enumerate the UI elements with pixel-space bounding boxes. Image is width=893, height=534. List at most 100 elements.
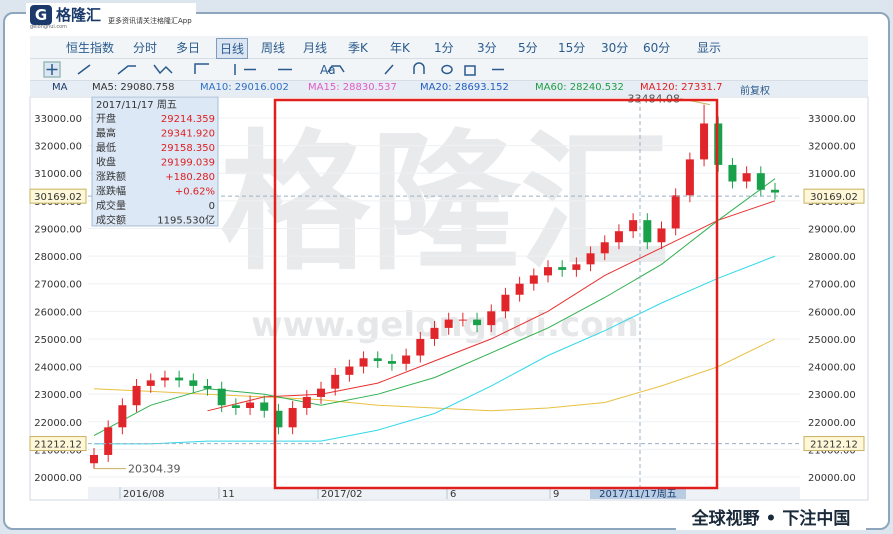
ma-value: MA15: 28830.537 [308,82,397,93]
candle-body [742,173,751,182]
tool-icons: Aa [43,61,504,78]
candle-body [302,396,311,408]
candle-body [444,319,453,328]
candle-body [771,189,779,193]
adjust-menu[interactable]: 前复权 [740,86,770,97]
period-button[interactable]: 多日 [176,41,201,55]
candle-body [402,355,411,364]
candle-body [473,319,482,326]
candle-body [430,327,439,339]
candle-body [373,358,382,362]
candle-body [685,159,694,196]
period-button[interactable]: 3分 [477,41,497,55]
candle-body [487,311,496,326]
x-tick-label: 6 [450,489,456,500]
period-button[interactable]: 周线 [261,41,286,55]
info-value: +0.62% [175,187,215,198]
candle-body [160,377,169,381]
info-label: 成交额 [96,214,126,227]
candle-body [118,405,127,428]
candle-body [317,388,325,397]
candle-body [671,195,680,229]
y-tick-label: 24000.00 [34,363,82,374]
ma-value: MA10: 29016.002 [200,82,289,93]
y-tick-label: 33000.00 [34,114,82,125]
candle-body [629,220,638,232]
info-date: 2017/11/17 周五 [96,99,177,111]
y-tick-label-right: 28000.00 [808,252,856,263]
crosshair-x-label: 2017/11/17周五 [599,488,677,500]
y-tick-label: 26000.00 [34,307,82,318]
period-button[interactable]: 5分 [518,41,538,55]
candle-body [246,402,255,408]
candle-body [558,267,567,270]
info-value: 29199.039 [161,158,215,169]
ma-label: MA [52,82,68,93]
price-tag-box [29,188,87,204]
candle-body [189,380,198,386]
info-label: 涨跌额 [96,170,126,183]
price-tag: 21212.12 [34,440,82,451]
y-tick-label-right: 32000.00 [808,142,856,153]
y-tick-label-right: 31000.00 [808,169,856,180]
period-button[interactable]: 1分 [434,41,454,55]
price-tag: 30169.02 [810,192,858,203]
candle-body [657,228,666,243]
x-tick-label: 2017/02 [321,489,363,500]
info-label: 最高 [96,127,116,140]
period-button[interactable]: 年K [390,41,410,55]
price-tag: 21212.12 [810,440,858,451]
period-button[interactable]: 30分 [601,41,629,55]
candle-body [331,374,340,389]
period-button[interactable]: 分时 [133,41,158,55]
candle-body [529,275,538,284]
y-tick-label-right: 26000.00 [808,307,856,318]
period-button[interactable]: 季K [348,41,368,55]
header: G 格隆汇 gelonghui.com 更多资讯请关注格隆汇App [26,3,196,30]
y-tick-label: 32000.00 [34,142,82,153]
period-button[interactable]: 日线 [216,38,249,59]
info-box-bg [91,96,219,227]
candle-body [146,380,155,386]
candle-body [274,410,283,428]
tool-toolbar: Aa [30,59,868,81]
candle-body [614,231,623,243]
text-tool[interactable]: Aa [320,63,336,77]
candle-body [700,123,709,160]
y-tick-label-right: 20000.00 [808,473,856,484]
y-tick-label-right: 25000.00 [808,335,856,346]
y-tick-label: 28000.00 [34,252,82,263]
candle-body [288,407,297,428]
period-button[interactable]: 15分 [558,41,586,55]
ma-value: MA20: 28693.152 [420,82,509,93]
period-button[interactable]: 月线 [303,41,328,55]
period-button[interactable]: 60分 [643,41,671,55]
candle-body [260,402,269,411]
y-tick-label: 31000.00 [34,169,82,180]
candle-body [217,388,226,406]
candle-body [515,283,524,295]
y-tick-label-right: 22000.00 [808,418,856,429]
candle-body [132,385,141,406]
y-tick-label: 22000.00 [34,418,82,429]
display-menu[interactable]: 显示 [697,41,722,55]
candle-body [359,358,368,367]
y-tick-label: 27000.00 [34,280,82,291]
period-button[interactable]: 恒生指数 [66,41,115,55]
info-label: 成交量 [96,199,126,212]
annotation: 20304.39 [128,463,181,476]
period-toolbar: 恒生指数 分时 多日 日线 周线 月线 季K 年K 1分 3分 5分 15分 30分 60分 显示 [30,36,868,59]
candle-body [345,366,354,375]
price-tag: 30169.02 [34,192,82,203]
info-label: 最低 [96,141,116,154]
price-tag-box [803,436,865,452]
x-tick-label: 11 [222,489,235,500]
candle-body [756,173,765,190]
candle-body [104,427,113,455]
candle-body [586,253,595,265]
y-tick-label-right: 24000.00 [808,363,856,374]
candle-body [458,319,467,321]
candle-body [416,338,425,356]
y-tick-label: 23000.00 [34,390,82,401]
